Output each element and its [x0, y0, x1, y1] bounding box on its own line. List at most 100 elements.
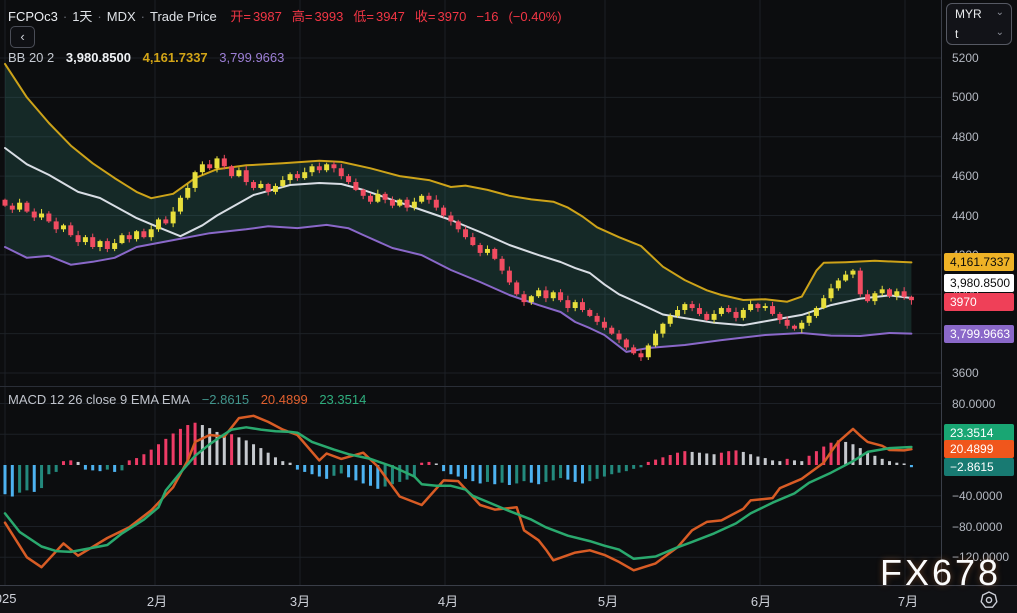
macd-histogram-bar — [676, 453, 679, 465]
last-price-badge: 3970 — [944, 293, 1014, 311]
candle-body — [266, 184, 271, 192]
separator-dot: · — [97, 9, 101, 24]
macd-histogram-bar — [201, 425, 204, 465]
candle-body — [98, 241, 103, 247]
macd-histogram-bar — [742, 452, 745, 465]
series-type-label: Trade Price — [150, 9, 217, 24]
macd-histogram-bar — [669, 455, 672, 465]
macd-histogram-bar — [501, 465, 504, 483]
candle-body — [200, 164, 205, 172]
macd-histogram-bar — [713, 454, 716, 465]
candle-body — [412, 202, 417, 208]
candle-body — [68, 225, 73, 235]
macd-histogram-bar — [625, 465, 628, 471]
candle-body — [324, 164, 329, 170]
currency-dropdown[interactable]: MYR ⌄ — [947, 4, 1011, 24]
candle-body — [580, 302, 585, 310]
macd-histogram-bar — [815, 451, 818, 465]
macd-histogram-bar — [471, 465, 474, 481]
candle-body — [902, 291, 907, 297]
macd-histogram-bar — [25, 465, 28, 490]
candle-body — [273, 186, 278, 192]
gear-icon[interactable] — [979, 590, 999, 610]
macd-histogram-bar — [245, 440, 248, 465]
macd-line — [5, 416, 911, 571]
bb-basis-value: 3,980.8500 — [66, 50, 131, 65]
candle-body — [697, 308, 702, 314]
change-percent: (−0.40%) — [508, 9, 561, 24]
macd-histogram-bar — [566, 465, 569, 480]
open-value: 3987 — [253, 9, 282, 24]
unit-dropdown[interactable]: t ⌄ — [947, 24, 1011, 44]
macd-histogram-bar — [683, 451, 686, 465]
symbol-name[interactable]: FCPOc3 — [8, 9, 58, 24]
candle-body — [390, 200, 395, 206]
back-button[interactable]: ‹ — [10, 26, 35, 48]
candle-body — [17, 203, 22, 210]
low-label: 低= — [353, 9, 374, 24]
currency-unit-selector[interactable]: MYR ⌄ t ⌄ — [946, 3, 1012, 45]
candle-body — [134, 231, 139, 239]
candle-body — [207, 164, 212, 168]
axis-tick-label: 3600 — [952, 366, 979, 381]
close-label: 收= — [415, 9, 436, 24]
candle-body — [470, 237, 475, 245]
macd-histogram-bar — [523, 465, 526, 481]
time-scale[interactable]: 20252月3月4月5月6月7月 — [0, 586, 1017, 613]
macd-histogram-bar — [735, 450, 738, 465]
candle-body — [339, 168, 344, 176]
candle-body — [149, 229, 154, 237]
chart-canvas[interactable] — [0, 0, 941, 585]
bb-indicator-legend[interactable]: BB 20 2 3,980.8500 4,161.7337 3,799.9663 — [8, 50, 284, 65]
candle-body — [463, 229, 468, 237]
macd-histogram-bar — [47, 465, 50, 474]
macd-histogram-bar — [420, 463, 423, 465]
time-axis-label: 6月 — [751, 591, 771, 610]
pane-divider[interactable] — [0, 386, 1017, 387]
macd-histogram-bar — [362, 465, 365, 483]
candle-body — [54, 221, 59, 229]
macd-hist-value: −2.8615 — [202, 392, 249, 407]
change-value: −16 — [476, 9, 498, 24]
candle-body — [302, 172, 307, 178]
candle-body — [704, 314, 709, 320]
macd-indicator-legend[interactable]: MACD 12 26 close 9 EMA EMA −2.8615 20.48… — [8, 392, 366, 407]
candle-body — [456, 221, 461, 229]
candle-body — [383, 194, 388, 200]
macd-histogram-bar — [435, 463, 438, 465]
candle-body — [514, 282, 519, 294]
unit-value: t — [955, 27, 958, 41]
macd-histogram-bar — [318, 465, 321, 477]
interval-label[interactable]: 1天 — [72, 9, 92, 24]
candle-body — [522, 294, 527, 302]
macd-histogram-bar — [157, 444, 160, 465]
candle-body — [244, 170, 249, 182]
candle-body — [675, 310, 680, 316]
macd-histogram-bar — [369, 465, 372, 486]
macd-histogram-bar — [808, 456, 811, 465]
candle-body — [712, 314, 717, 320]
macd-histogram-bar — [354, 465, 357, 480]
candle-body — [434, 200, 439, 208]
macd-histogram-bar — [84, 465, 87, 470]
price-scale[interactable]: MYR ⌄ t ⌄ 520050004800460044004200400038… — [942, 0, 1017, 585]
macd-histogram-bar — [4, 465, 7, 494]
candle-body — [587, 310, 592, 316]
candle-body — [595, 316, 600, 322]
macd-histogram-bar — [442, 465, 445, 471]
candle-body — [763, 306, 768, 308]
candle-body — [617, 334, 622, 340]
macd-histogram-bar — [237, 437, 240, 465]
symbol-legend[interactable]: FCPOc3·1天·MDX·Trade Price 开=3987高=3993低=… — [8, 6, 564, 25]
candle-body — [821, 298, 826, 308]
candle-body — [792, 326, 797, 329]
axis-tick-label: 80.0000 — [952, 397, 995, 412]
candle-body — [843, 275, 848, 281]
candle-body — [10, 206, 15, 210]
macd-histogram-bar — [296, 465, 299, 470]
macd-histogram-bar — [698, 453, 701, 465]
macd-histogram-bar — [33, 465, 36, 492]
candle-body — [229, 166, 234, 176]
high-label: 高= — [292, 9, 313, 24]
macd-histogram-bar — [537, 465, 540, 484]
